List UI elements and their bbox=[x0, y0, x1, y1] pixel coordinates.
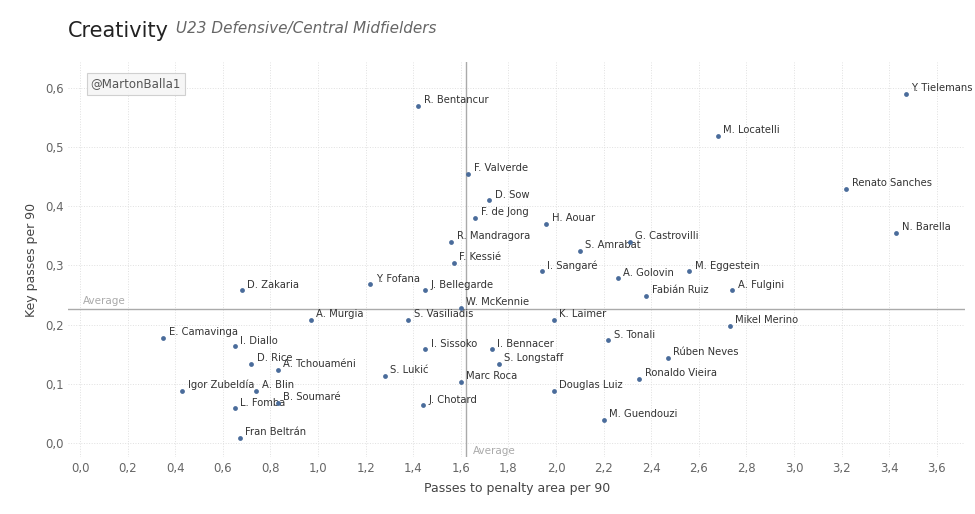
Text: Rúben Neves: Rúben Neves bbox=[674, 347, 739, 357]
Text: Renato Sanches: Renato Sanches bbox=[852, 178, 932, 188]
Point bbox=[632, 375, 647, 383]
Point bbox=[227, 405, 243, 413]
Text: F. Kessié: F. Kessié bbox=[459, 252, 501, 262]
Point bbox=[377, 372, 393, 380]
Text: U23 Defensive/Central Midfielders: U23 Defensive/Central Midfielders bbox=[171, 21, 436, 35]
Text: A. Golovin: A. Golovin bbox=[623, 268, 675, 278]
Point bbox=[401, 316, 416, 324]
Point bbox=[175, 387, 190, 395]
Text: R. Bentancur: R. Bentancur bbox=[423, 95, 488, 105]
Point bbox=[596, 416, 611, 425]
Point bbox=[417, 286, 433, 295]
Point bbox=[410, 102, 426, 110]
Text: Douglas Luiz: Douglas Luiz bbox=[560, 380, 623, 390]
Text: M. Eggestein: M. Eggestein bbox=[695, 261, 760, 270]
Text: @MartonBalla1: @MartonBalla1 bbox=[91, 78, 181, 90]
Point bbox=[227, 342, 243, 351]
Text: Igor Zubeldía: Igor Zubeldía bbox=[188, 379, 254, 390]
Point bbox=[444, 238, 459, 246]
Point bbox=[572, 247, 588, 255]
Point bbox=[888, 229, 904, 237]
Text: L. Fomba: L. Fomba bbox=[241, 398, 286, 408]
Point bbox=[610, 274, 626, 283]
Point bbox=[491, 360, 507, 368]
Text: A. Tchouaméni: A. Tchouaméni bbox=[283, 359, 356, 369]
Point bbox=[270, 366, 286, 374]
Text: F. de Jong: F. de Jong bbox=[481, 208, 528, 217]
Text: S. Tonali: S. Tonali bbox=[614, 329, 655, 340]
Text: K. Laimer: K. Laimer bbox=[560, 309, 606, 319]
Text: F. Valverde: F. Valverde bbox=[474, 163, 527, 173]
X-axis label: Passes to penalty area per 90: Passes to penalty area per 90 bbox=[423, 482, 610, 495]
Point bbox=[453, 304, 469, 312]
Text: Marc Roca: Marc Roca bbox=[466, 371, 518, 381]
Text: Creativity: Creativity bbox=[68, 21, 170, 41]
Text: W. McKennie: W. McKennie bbox=[466, 297, 529, 307]
Text: D. Sow: D. Sow bbox=[495, 190, 529, 200]
Text: Ronaldo Vieira: Ronaldo Vieira bbox=[644, 368, 717, 378]
Text: S. Longstaff: S. Longstaff bbox=[504, 353, 564, 363]
Point bbox=[639, 292, 654, 300]
Point bbox=[482, 196, 497, 205]
Text: M. Guendouzi: M. Guendouzi bbox=[609, 410, 678, 419]
Point bbox=[232, 434, 248, 442]
Text: A. Murgia: A. Murgia bbox=[317, 309, 364, 319]
Text: Y. Fofana: Y. Fofana bbox=[376, 273, 420, 284]
Text: D. Zakaria: D. Zakaria bbox=[248, 280, 299, 289]
Point bbox=[453, 378, 469, 386]
Point bbox=[467, 214, 483, 223]
Point bbox=[303, 316, 319, 324]
Point bbox=[484, 345, 499, 354]
Text: E. Camavinga: E. Camavinga bbox=[169, 327, 238, 337]
Point bbox=[417, 345, 433, 354]
Text: N. Barella: N. Barella bbox=[902, 222, 951, 232]
Text: S. Vasiliadis: S. Vasiliadis bbox=[414, 309, 474, 319]
Text: Average: Average bbox=[83, 296, 125, 306]
Point bbox=[539, 220, 555, 228]
Point bbox=[546, 387, 562, 395]
Text: I. Diallo: I. Diallo bbox=[241, 336, 278, 345]
Text: Y. Tielemans: Y. Tielemans bbox=[912, 83, 973, 94]
Text: A. Blin: A. Blin bbox=[261, 380, 293, 390]
Text: I. Sissoko: I. Sissoko bbox=[431, 339, 477, 348]
Text: S. Lukić: S. Lukić bbox=[390, 365, 429, 375]
Text: Mikel Merino: Mikel Merino bbox=[735, 315, 799, 325]
Point bbox=[660, 354, 676, 362]
Point bbox=[156, 334, 172, 342]
Text: H. Aouar: H. Aouar bbox=[552, 213, 595, 224]
Point bbox=[270, 398, 286, 407]
Point bbox=[838, 185, 854, 193]
Text: J. Bellegarde: J. Bellegarde bbox=[431, 280, 493, 289]
Point bbox=[722, 322, 737, 330]
Point bbox=[534, 267, 550, 276]
Point bbox=[415, 401, 431, 410]
Text: Fabián Ruiz: Fabián Ruiz bbox=[652, 285, 709, 296]
Point bbox=[234, 286, 250, 295]
Text: D. Rice: D. Rice bbox=[257, 353, 292, 363]
Point bbox=[546, 316, 562, 324]
Point bbox=[363, 280, 378, 288]
Text: M. Locatelli: M. Locatelli bbox=[723, 125, 780, 135]
Point bbox=[460, 170, 476, 178]
Point bbox=[249, 387, 264, 395]
Text: B. Soumaré: B. Soumaré bbox=[283, 392, 341, 402]
Text: Fran Beltrán: Fran Beltrán bbox=[245, 427, 306, 437]
Text: J. Chotard: J. Chotard bbox=[428, 395, 477, 405]
Point bbox=[682, 267, 697, 276]
Text: R. Mandragora: R. Mandragora bbox=[457, 231, 530, 241]
Point bbox=[724, 286, 740, 295]
Point bbox=[710, 132, 725, 140]
Text: S. Amrabat: S. Amrabat bbox=[585, 240, 641, 250]
Point bbox=[601, 336, 616, 344]
Point bbox=[244, 360, 259, 368]
Point bbox=[898, 90, 914, 98]
Y-axis label: Key passes per 90: Key passes per 90 bbox=[24, 203, 38, 317]
Text: I. Bennacer: I. Bennacer bbox=[497, 339, 554, 348]
Point bbox=[622, 238, 638, 246]
Text: A. Fulgini: A. Fulgini bbox=[738, 280, 784, 289]
Text: I. Sangaré: I. Sangaré bbox=[547, 260, 598, 270]
Text: Average: Average bbox=[473, 446, 516, 456]
Text: G. Castrovilli: G. Castrovilli bbox=[636, 231, 699, 241]
Point bbox=[446, 259, 461, 267]
